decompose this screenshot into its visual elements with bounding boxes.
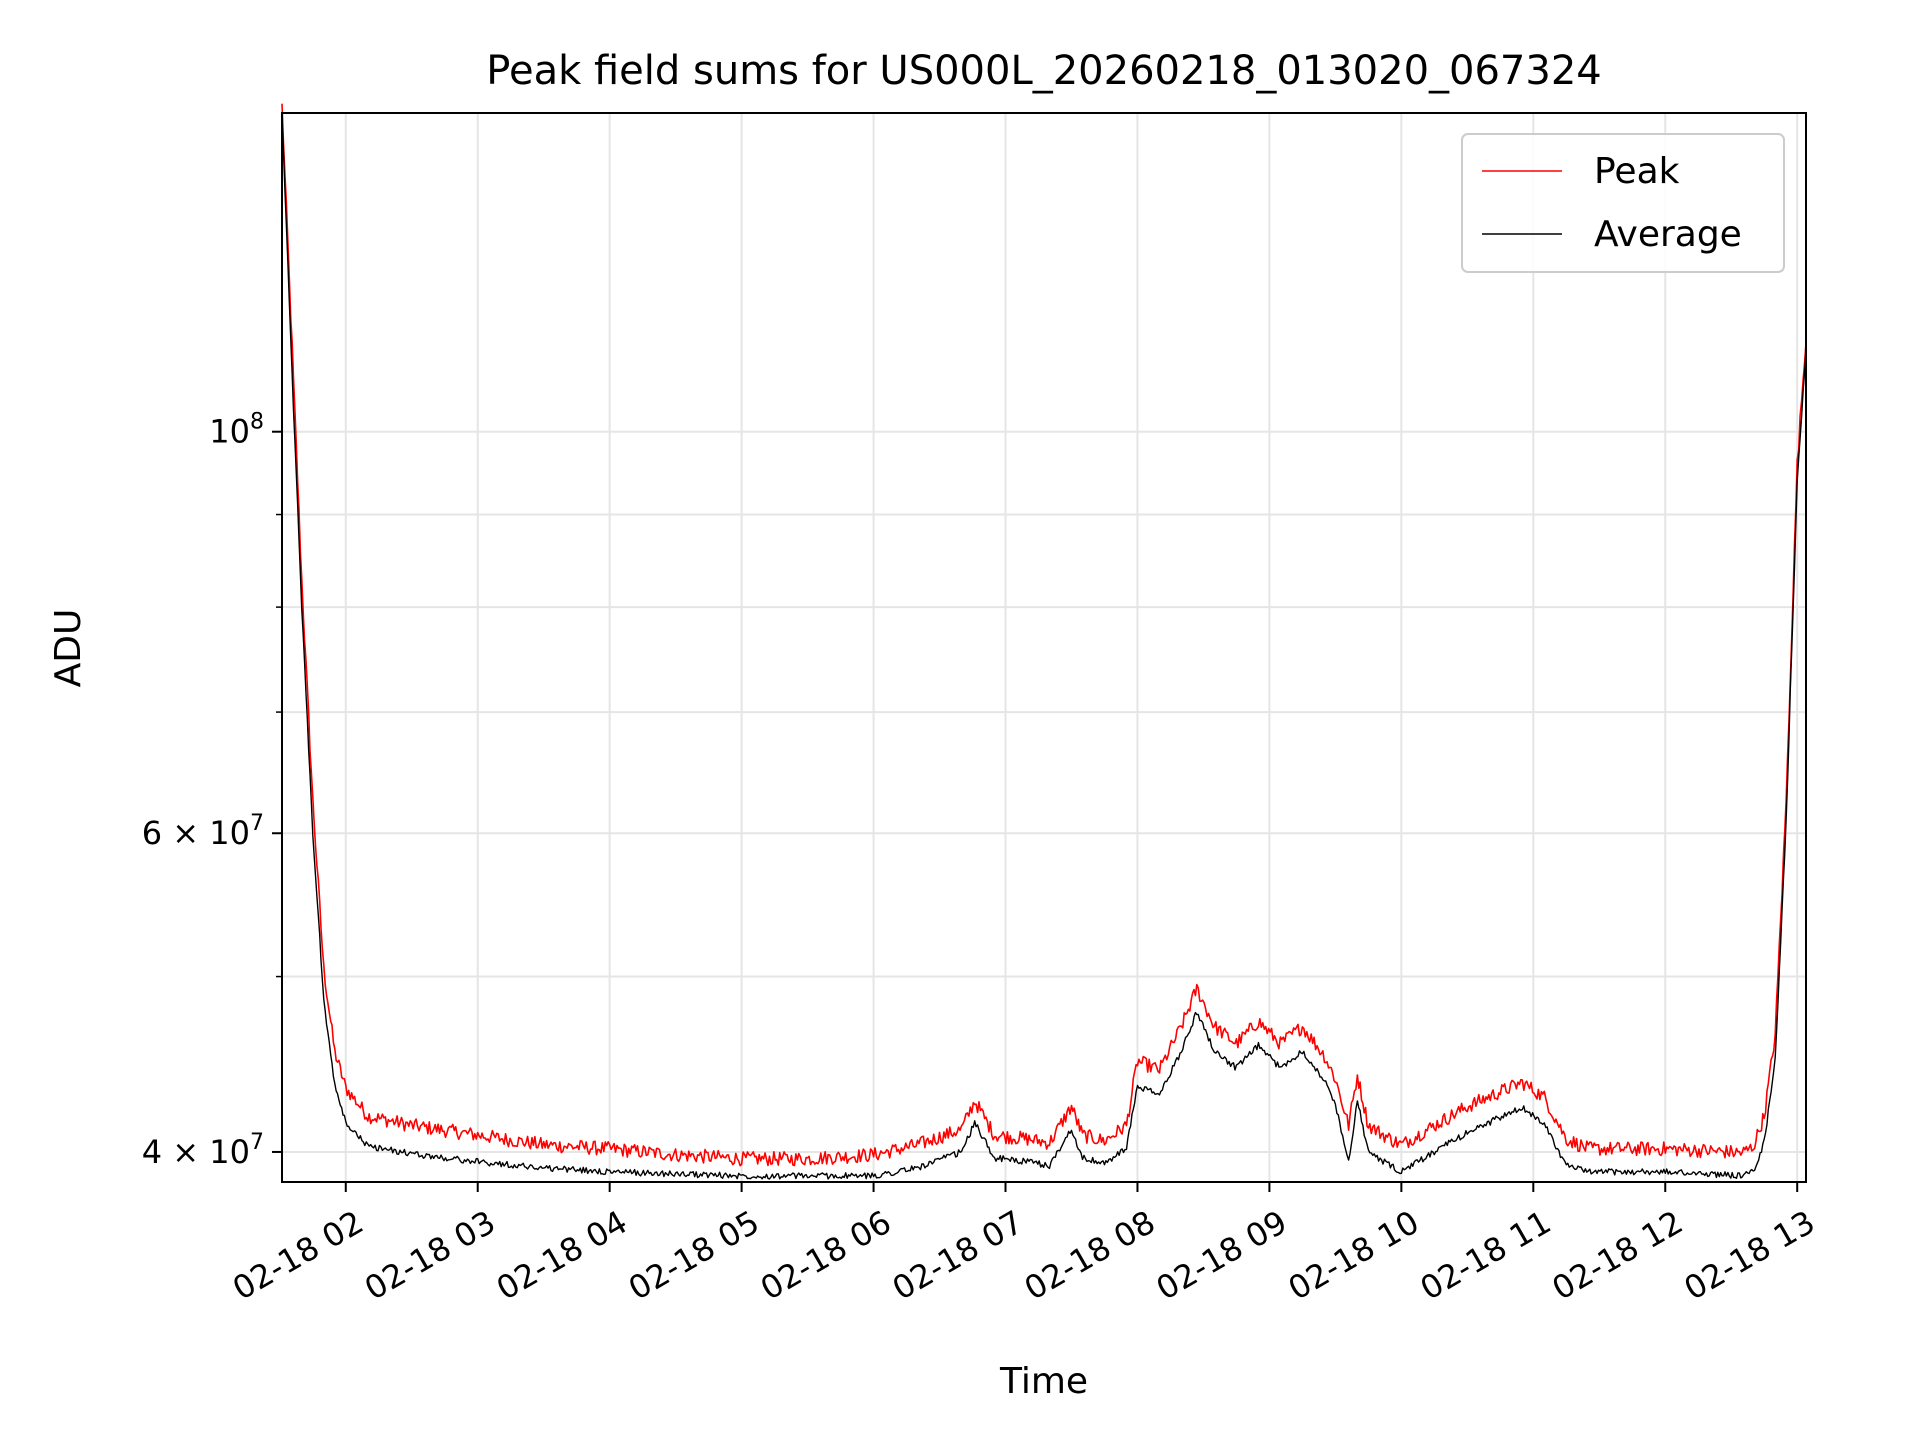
- y-axis-label: ADU: [48, 609, 89, 688]
- legend-label-peak: Peak: [1594, 151, 1680, 192]
- chart-title: Peak field sums for US000L_20260218_0130…: [486, 48, 1601, 94]
- y-tick-label: 4 × 107: [142, 1130, 264, 1171]
- legend-label-average: Average: [1594, 214, 1742, 255]
- y-axis-ticks: 4 × 107 6 × 107 108: [142, 410, 282, 1171]
- series-line-peak: [281, 103, 1807, 1167]
- x-axis-label: Time: [999, 1361, 1088, 1402]
- grid-lines: [282, 113, 1806, 1182]
- series-line-average: [281, 116, 1807, 1180]
- legend: Peak Average: [1461, 133, 1785, 273]
- y-tick-label: 108: [209, 410, 264, 451]
- legend-box: [1461, 133, 1785, 273]
- axes-frame: [281, 112, 1807, 1183]
- y-tick-label: 6 × 107: [142, 811, 264, 852]
- series-layer: [281, 103, 1807, 1180]
